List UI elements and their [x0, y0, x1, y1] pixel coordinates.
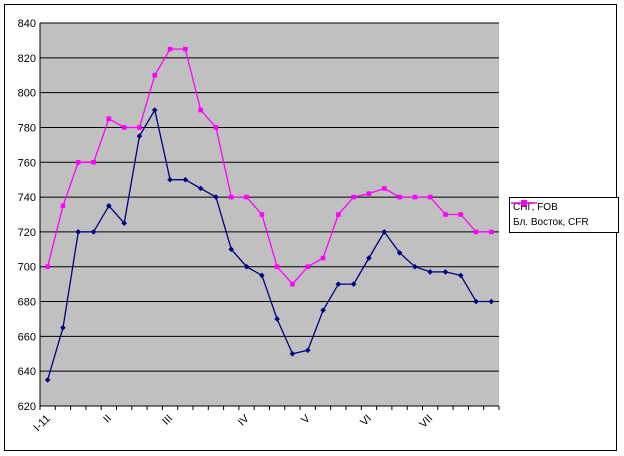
marker-diamond-0-17[interactable]: [304, 347, 311, 354]
marker-square-1-11[interactable]: [213, 125, 219, 130]
y-tick-label-680: 680: [18, 297, 36, 309]
x-tick-label-III: III: [160, 413, 175, 428]
marker-diamond-0-23[interactable]: [396, 250, 403, 256]
marker-square-1-10[interactable]: [198, 107, 203, 113]
marker-diamond-0-18[interactable]: [320, 307, 326, 314]
marker-square-1-1[interactable]: [60, 203, 66, 209]
marker-diamond-0-25[interactable]: [427, 269, 433, 275]
marker-diamond-0-0[interactable]: [44, 377, 51, 383]
legend-label-east: Бл. Восток, CFR: [513, 216, 589, 228]
marker-diamond-0-22[interactable]: [381, 229, 388, 235]
marker-diamond-0-5[interactable]: [121, 220, 127, 227]
x-tick-label-V: V: [299, 412, 313, 426]
y-tick-label-740: 740: [18, 192, 36, 204]
marker-square-1-0[interactable]: [45, 264, 50, 270]
y-tick-label-800: 800: [18, 88, 36, 100]
marker-square-1-20[interactable]: [351, 194, 356, 200]
marker-diamond-0-15[interactable]: [274, 316, 280, 322]
series-line-0[interactable]: [46, 108, 492, 381]
marker-square-1-6[interactable]: [137, 125, 142, 130]
marker-diamond-0-3[interactable]: [90, 229, 97, 235]
marker-square-1-28[interactable]: [473, 229, 479, 235]
y-tick-label-700: 700: [18, 262, 36, 274]
marker-diamond-0-2[interactable]: [75, 229, 82, 235]
marker-square-1-2[interactable]: [75, 159, 81, 165]
x-tick-label-VI: VI: [358, 413, 374, 429]
marker-diamond-0-24[interactable]: [412, 263, 418, 270]
marker-diamond-0-26[interactable]: [442, 269, 449, 275]
marker-square-1-18[interactable]: [320, 255, 326, 261]
marker-diamond-0-10[interactable]: [197, 185, 204, 192]
marker-diamond-0-29[interactable]: [488, 298, 495, 305]
marker-square-1-29[interactable]: [489, 229, 494, 235]
marker-diamond-0-21[interactable]: [366, 255, 372, 261]
plot-area[interactable]: [40, 23, 499, 406]
y-tick-label-840: 840: [18, 18, 36, 30]
marker-diamond-0-28[interactable]: [473, 298, 479, 305]
marker-square-1-4[interactable]: [106, 116, 112, 122]
marker-square-1-23[interactable]: [397, 194, 402, 200]
marker-diamond-0-8[interactable]: [167, 176, 173, 183]
marker-square-1-21[interactable]: [366, 191, 372, 196]
marker-diamond-0-14[interactable]: [259, 272, 265, 279]
y-tick-label-780: 780: [18, 122, 36, 134]
marker-diamond-0-27[interactable]: [457, 272, 464, 279]
x-tick-label-VII: VII: [417, 413, 435, 431]
marker-square-1-5[interactable]: [121, 125, 127, 130]
marker-diamond-0-20[interactable]: [350, 281, 357, 287]
y-tick-label-660: 660: [18, 331, 36, 343]
series-line-1[interactable]: [46, 48, 492, 286]
y-tick-label-620: 620: [18, 401, 36, 413]
marker-square-1-25[interactable]: [427, 194, 433, 200]
y-tick-label-760: 760: [18, 157, 36, 169]
legend-label-sng: СНГ, FOB: [513, 201, 558, 213]
y-tick-label-640: 640: [18, 366, 36, 378]
marker-square-1-9[interactable]: [183, 46, 188, 52]
x-tick-label-I-11: I-11: [31, 413, 52, 434]
marker-square-1-26[interactable]: [443, 212, 448, 217]
marker-square-1-22[interactable]: [381, 186, 387, 191]
x-tick-label-II: II: [101, 413, 114, 426]
marker-square-1-17[interactable]: [305, 264, 311, 270]
marker-square-1-16[interactable]: [290, 281, 295, 287]
marker-diamond-0-11[interactable]: [213, 194, 219, 200]
y-tick-label-820: 820: [18, 53, 36, 65]
marker-square-1-19[interactable]: [336, 212, 341, 217]
marker-diamond-0-19[interactable]: [335, 281, 342, 287]
legend-swatch-line-square-icon: [511, 200, 537, 206]
legend-entry-east[interactable]: Бл. Восток, CFR: [511, 200, 615, 230]
marker-square-1-24[interactable]: [412, 194, 418, 200]
marker-diamond-0-1[interactable]: [60, 324, 66, 331]
marker-square-1-14[interactable]: [259, 212, 265, 217]
marker-square-1-27[interactable]: [458, 212, 464, 217]
marker-square-1-3[interactable]: [91, 159, 96, 165]
marker-diamond-0-16[interactable]: [289, 350, 296, 357]
marker-square-1-7[interactable]: [152, 72, 158, 78]
marker-square-1-13[interactable]: [244, 194, 249, 200]
marker-diamond-0-6[interactable]: [136, 133, 143, 139]
marker-diamond-0-4[interactable]: [106, 202, 112, 209]
marker-square-1-8[interactable]: [167, 46, 173, 52]
marker-square-1-12[interactable]: [228, 194, 234, 200]
legend-box[interactable]: СНГ, FOB Бл. Восток, CFR: [509, 197, 619, 233]
y-tick-label-720: 720: [18, 227, 36, 239]
marker-diamond-0-9[interactable]: [182, 176, 189, 183]
marker-square-1-15[interactable]: [274, 264, 280, 270]
marker-diamond-0-13[interactable]: [243, 263, 250, 270]
marker-diamond-0-12[interactable]: [228, 246, 235, 253]
marker-diamond-0-7[interactable]: [151, 107, 158, 113]
x-tick-label-IV: IV: [236, 412, 252, 428]
